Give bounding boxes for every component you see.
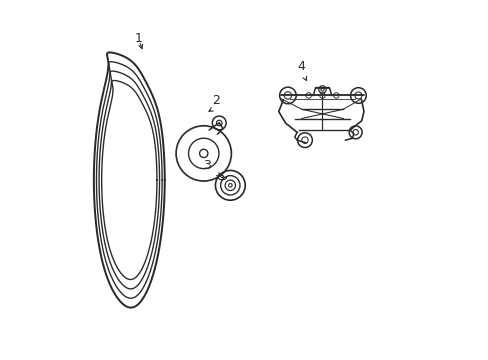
Text: 2: 2 (212, 94, 220, 107)
Text: 1: 1 (134, 32, 142, 45)
Text: 4: 4 (297, 60, 305, 73)
Text: 3: 3 (203, 159, 211, 172)
